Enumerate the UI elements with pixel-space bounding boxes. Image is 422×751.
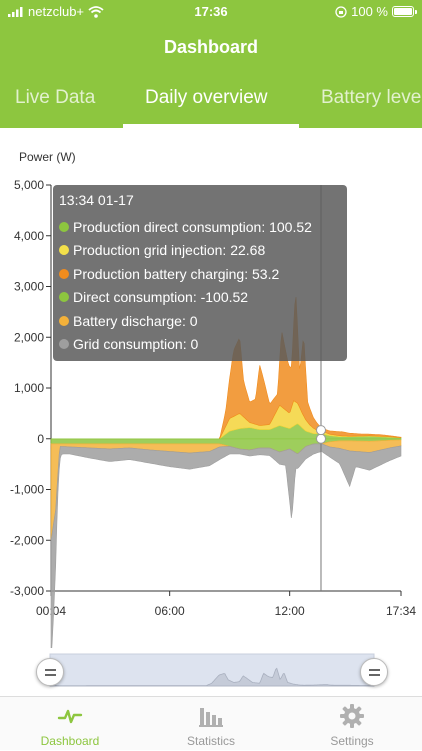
- tab-daily-overview[interactable]: Daily overview: [145, 87, 268, 108]
- navigator-left-handle[interactable]: [36, 658, 64, 686]
- top-tab-bar: Live Data Daily overview Battery leve: [0, 70, 422, 128]
- tooltip-row-label: Direct consumption: -100.52: [73, 289, 249, 306]
- legend-dot-icon: [59, 315, 69, 326]
- navigator-right-handle[interactable]: [360, 658, 388, 686]
- y-axis-title: Power (W): [19, 150, 76, 164]
- battery-info: 100 %: [335, 4, 417, 19]
- battery-percent: 100 %: [351, 4, 388, 19]
- legend-dot-icon: [59, 339, 69, 350]
- y-tick-label: 3,000: [14, 280, 44, 294]
- bottom-tab-statistics[interactable]: Statistics: [141, 697, 281, 751]
- y-tick-label: 1,000: [14, 381, 44, 395]
- tooltip-title: 13:34 01-17: [59, 192, 134, 208]
- tooltip-row: Grid consumption: 0: [59, 333, 341, 357]
- status-bar: netzclub+ 17:36 100 %: [0, 0, 422, 24]
- tooltip-row: Battery discharge: 0: [59, 309, 341, 333]
- bar-chart-icon: [199, 708, 223, 727]
- active-tab-indicator: [123, 124, 299, 128]
- tooltip-row: Production grid injection: 22.68: [59, 239, 341, 263]
- bottom-tab-bar: Dashboard Statistics Settings: [0, 696, 422, 750]
- y-tick-label: -1,000: [10, 483, 44, 497]
- x-tick-label: 06:00: [155, 604, 185, 618]
- tooltip-row-label: Grid consumption: 0: [73, 336, 199, 353]
- y-tick-label: 0: [37, 432, 44, 446]
- signal-icon: [8, 6, 23, 17]
- tooltip-row-label: Production direct consumption: 100.52: [73, 218, 312, 235]
- clock: 17:36: [194, 4, 228, 19]
- gear-icon: [340, 704, 364, 728]
- page-title: Dashboard: [0, 24, 422, 70]
- y-tick-label: -3,000: [10, 584, 44, 598]
- tooltip-row: Production battery charging: 53.2: [59, 262, 341, 286]
- wifi-icon: [88, 5, 104, 18]
- bottom-tab-dashboard[interactable]: Dashboard: [0, 697, 140, 751]
- chart-tooltip: 13:34 01-17 Production direct consumptio…: [53, 185, 347, 361]
- legend-dot-icon: [59, 245, 69, 256]
- x-tick-label: 17:34: [386, 604, 416, 618]
- crosshair-marker: [315, 425, 326, 436]
- bottom-tab-label: Settings: [330, 734, 374, 748]
- tooltip-row-label: Battery discharge: 0: [73, 312, 198, 329]
- battery-icon: [392, 6, 417, 17]
- chart-svg[interactable]: 5,000 4,000 3,000 2,000 1,000 0 -1,000 -2,000 -3…: [0, 128, 422, 663]
- y-tick-label: 4,000: [14, 229, 44, 243]
- pulse-icon: [57, 709, 83, 724]
- orientation-lock-icon: [335, 5, 347, 18]
- y-tick-label: 5,000: [14, 178, 44, 192]
- legend-dot-icon: [59, 268, 69, 279]
- tooltip-row: Direct consumption: -100.52: [59, 286, 341, 310]
- legend-dot-icon: [59, 221, 69, 232]
- tooltip-row-label: Production grid injection: 22.68: [73, 242, 266, 259]
- bottom-tab-label: Dashboard: [40, 734, 100, 748]
- range-navigator[interactable]: [0, 648, 422, 696]
- series-area-grid-consumption: [50, 443, 402, 663]
- tab-live-data[interactable]: Live Data: [15, 87, 96, 108]
- y-tick-label: 2,000: [14, 330, 44, 344]
- bottom-tab-label: Statistics: [186, 734, 235, 748]
- legend-dot-icon: [59, 292, 69, 303]
- tooltip-row: Production direct consumption: 100.52: [59, 215, 341, 239]
- x-tick-label: 12:00: [275, 604, 305, 618]
- bottom-tab-settings[interactable]: Settings: [282, 697, 422, 751]
- carrier-name: netzclub+: [28, 4, 85, 19]
- power-chart[interactable]: Power (W) 5,000 4,000 3,000 2,000 1,000 0 -1,0…: [0, 128, 422, 663]
- carrier-info: netzclub+: [8, 4, 104, 19]
- y-tick-label: -2,000: [10, 533, 44, 547]
- tab-battery-level[interactable]: Battery leve: [321, 87, 422, 108]
- crosshair-marker: [315, 433, 326, 444]
- tooltip-row-label: Production battery charging: 53.2: [73, 265, 280, 282]
